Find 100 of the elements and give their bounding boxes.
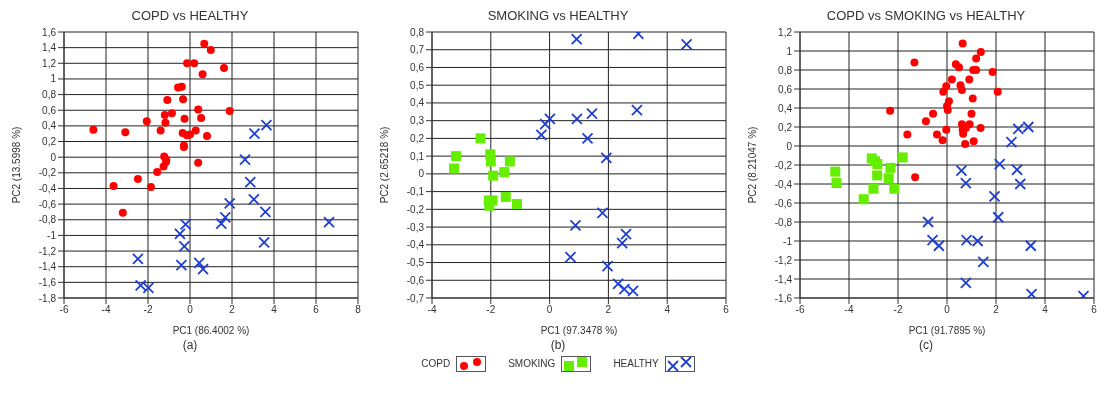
y-tick-label: 0,2 xyxy=(410,132,425,144)
point xyxy=(179,95,188,104)
point xyxy=(938,136,947,145)
point xyxy=(955,63,964,72)
x-tick-label: -4 xyxy=(844,304,854,316)
point xyxy=(142,117,151,126)
point xyxy=(258,236,271,249)
point xyxy=(883,173,894,184)
point xyxy=(993,87,1002,96)
y-tick-label: -0,6 xyxy=(774,197,793,209)
chart-title: SMOKING vs HEALTHY xyxy=(486,8,630,25)
legend-label: SMOKING xyxy=(508,356,557,371)
point xyxy=(988,67,997,76)
y-tick-label: 0,7 xyxy=(410,44,425,56)
legend-label: HEALTHY xyxy=(613,356,660,371)
point xyxy=(200,39,209,48)
x-tick-label: 0 xyxy=(546,304,553,316)
point xyxy=(959,276,972,289)
point xyxy=(179,218,192,231)
y-tick-label: -0,4 xyxy=(406,239,425,251)
point xyxy=(972,54,981,63)
y-axis-title: PC2 (2.65218 %) xyxy=(378,126,390,204)
point xyxy=(885,162,896,173)
point xyxy=(197,263,209,275)
y-tick-label: -0,5 xyxy=(406,257,425,269)
y-tick-label: 0,8 xyxy=(42,89,57,101)
point xyxy=(932,130,941,139)
y-tick-label: 1 xyxy=(786,45,793,57)
point xyxy=(194,158,203,167)
y-tick-label: -0,6 xyxy=(38,198,57,210)
point xyxy=(239,153,251,166)
y-tick-label: 0,1 xyxy=(410,150,425,162)
point xyxy=(926,234,939,246)
point xyxy=(206,45,215,54)
point xyxy=(965,75,974,84)
y-tick-label: 0,4 xyxy=(778,102,793,114)
point xyxy=(511,199,522,210)
point xyxy=(872,170,883,181)
x-tick-label: 2 xyxy=(229,304,236,316)
point xyxy=(886,106,895,115)
point xyxy=(186,130,194,139)
y-tick-label: -1 xyxy=(783,235,793,247)
y-tick-label: 0 xyxy=(786,140,793,152)
point xyxy=(191,126,200,135)
point xyxy=(620,228,632,241)
y-tick-label: -0,4 xyxy=(774,178,793,190)
point xyxy=(109,182,118,191)
y-tick-label: 0,6 xyxy=(778,83,793,95)
point xyxy=(190,59,199,68)
y-tick-label: 0,6 xyxy=(410,62,425,74)
point xyxy=(543,112,556,125)
chart-title: COPD vs SMOKING vs HEALTHY xyxy=(825,8,1027,25)
point xyxy=(1005,136,1018,149)
y-tick-label: -0,8 xyxy=(774,216,793,228)
y-tick-label: 1,2 xyxy=(778,26,793,38)
point xyxy=(976,47,985,56)
point xyxy=(921,117,930,126)
point xyxy=(89,125,98,134)
point xyxy=(569,219,582,232)
point xyxy=(485,156,496,167)
x-tick-label: 0 xyxy=(944,304,951,316)
point xyxy=(259,206,272,218)
point xyxy=(612,277,624,290)
legend-label: COPD xyxy=(421,356,452,371)
y-tick-label: 1,4 xyxy=(42,42,57,54)
x-tick-label: 0 xyxy=(187,304,194,316)
point xyxy=(961,140,970,149)
point xyxy=(858,194,869,205)
y-tick-label: -1,8 xyxy=(38,292,57,304)
point xyxy=(1024,239,1037,252)
point xyxy=(183,59,192,68)
point xyxy=(564,251,577,264)
y-tick-label: -0,2 xyxy=(38,167,57,179)
y-tick-label: -1,6 xyxy=(774,292,793,304)
point xyxy=(1011,163,1023,176)
point xyxy=(159,162,168,171)
point xyxy=(889,183,900,194)
point xyxy=(504,156,515,167)
point xyxy=(449,163,460,174)
point xyxy=(947,75,956,84)
y-tick-label: 0,5 xyxy=(410,79,425,91)
y-tick-label: -1,6 xyxy=(38,276,57,288)
point xyxy=(194,105,203,114)
x-tick-label: 6 xyxy=(313,304,320,316)
y-axis-title: PC2 (8.21047 %) xyxy=(746,126,758,204)
point xyxy=(993,158,1006,170)
point xyxy=(957,85,966,94)
point xyxy=(939,87,948,96)
point xyxy=(163,96,172,105)
point xyxy=(133,175,142,184)
point xyxy=(600,152,613,164)
point xyxy=(197,114,206,123)
point xyxy=(967,109,976,118)
point xyxy=(153,168,162,177)
point xyxy=(180,114,189,123)
x-tick-label: -2 xyxy=(486,304,496,316)
y-tick-label: 0 xyxy=(418,168,425,180)
y-tick-label: 1,6 xyxy=(42,26,57,38)
point xyxy=(475,133,486,144)
x-tick-label: 2 xyxy=(993,304,1000,316)
